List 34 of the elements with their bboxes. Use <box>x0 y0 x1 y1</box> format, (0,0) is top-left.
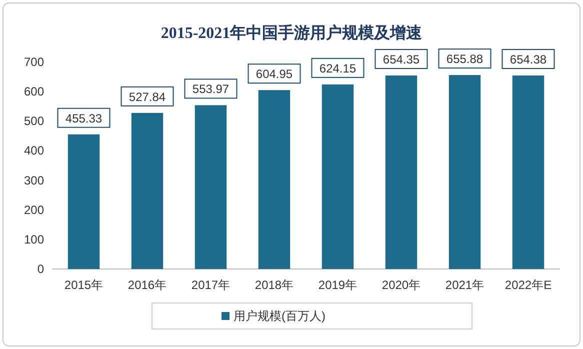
bar <box>194 105 227 269</box>
chart-title: 2015-2021年中国手游用户规模及增速 <box>160 24 424 42</box>
y-tick-label: 500 <box>24 114 44 128</box>
data-label: 654.38 <box>510 52 547 66</box>
x-tick-label: 2021年 <box>445 278 484 292</box>
bar <box>322 84 354 269</box>
y-tick-label: 100 <box>24 232 44 246</box>
x-tick-label: 2015年 <box>64 278 104 292</box>
data-label: 654.35 <box>382 52 420 66</box>
bar <box>512 75 544 269</box>
bar <box>258 90 290 269</box>
data-label: 527.84 <box>128 90 166 104</box>
data-label: 655.88 <box>446 52 484 66</box>
x-tick-label: 2018年 <box>254 278 294 292</box>
bar <box>68 134 100 269</box>
y-tick-label: 300 <box>24 173 44 188</box>
x-tick-label: 2019年 <box>318 278 358 292</box>
bar <box>131 112 164 269</box>
legend-label: 用户规模(百万人) <box>234 309 326 323</box>
y-tick-label: 200 <box>24 202 44 217</box>
data-label: 455.33 <box>65 111 102 126</box>
data-label: 624.15 <box>319 61 356 76</box>
y-tick-label: 0 <box>37 262 44 276</box>
data-label: 604.95 <box>256 67 293 82</box>
bar <box>448 75 481 269</box>
y-tick-label: 700 <box>24 55 44 69</box>
y-tick-label: 400 <box>24 144 44 158</box>
bar <box>385 76 418 269</box>
x-tick-label: 2016年 <box>128 278 167 292</box>
x-tick-label: 2022年E <box>504 278 552 292</box>
x-tick-label: 2020年 <box>382 278 421 292</box>
data-label: 553.97 <box>192 82 230 96</box>
x-tick-label: 2017年 <box>191 278 230 292</box>
y-tick-label: 600 <box>24 84 44 99</box>
